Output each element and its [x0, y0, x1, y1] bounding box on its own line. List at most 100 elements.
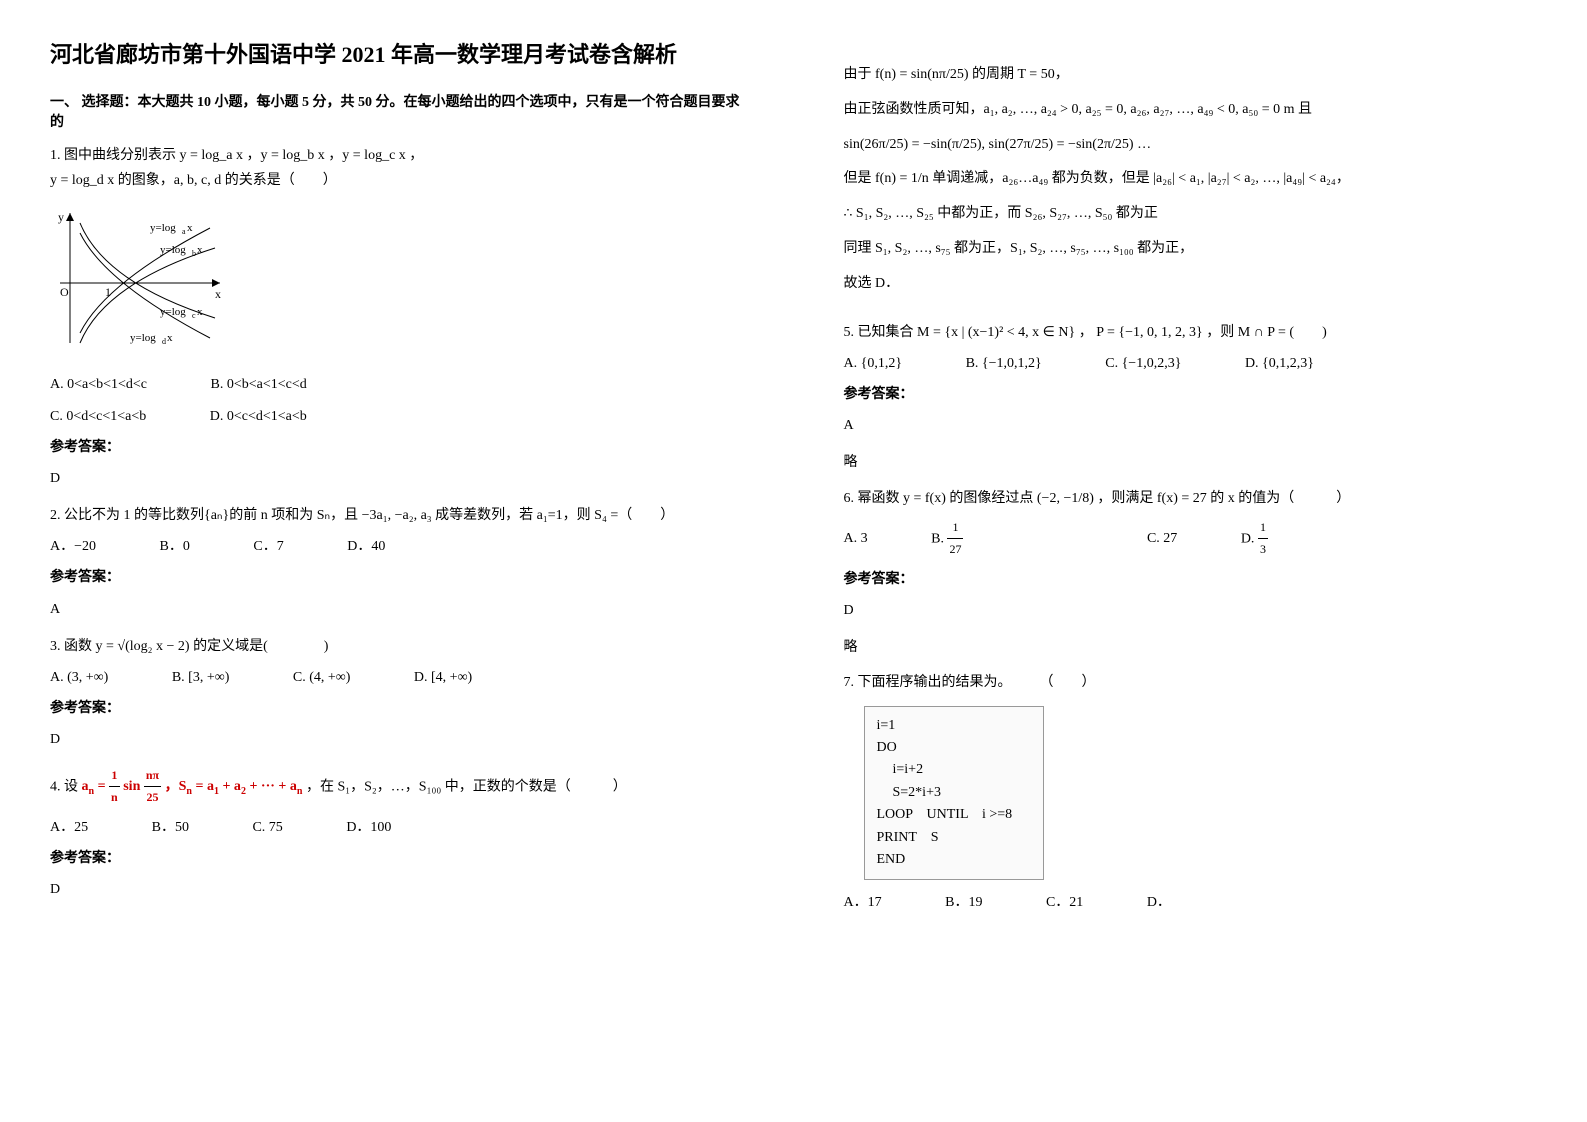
q5-optA: A. {0,1,2} [844, 351, 903, 376]
question-5: 5. 已知集合 M = {x | (x−1)² < 4, x ∈ N} ， P … [844, 320, 1538, 476]
q5-optB: B. {−1,0,1,2} [966, 351, 1042, 376]
svg-text:x: x [197, 244, 203, 256]
svg-text:y: y [58, 210, 64, 224]
sol4-line2: 由正弦函数性质可知，a₁, a₂, …, a₂₄ > 0, a₂₅ = 0, a… [844, 95, 1538, 126]
q4-formula: an = 1n sin nπ25 ，Sn = a1 + a2 + ··· + a… [82, 779, 306, 794]
q3-optA: A. (3, +∞) [50, 665, 108, 690]
code-l3: i=i+2 [877, 759, 1031, 781]
section-heading: 一、 选择题：本大题共 10 小题，每小题 5 分，共 50 分。在每小题给出的… [50, 91, 744, 131]
q3-optC: C. (4, +∞) [293, 665, 351, 690]
svg-text:a: a [182, 227, 186, 236]
exam-title: 河北省廊坊市第十外国语中学 2021 年高一数学理月考试卷含解析 [50, 40, 744, 71]
q2-answer: A [50, 597, 744, 622]
q7-stem: 7. 下面程序输出的结果为。 （ ） [844, 670, 1538, 695]
question-7: 7. 下面程序输出的结果为。 （ ） i=1 DO i=i+2 S=2*i+3 … [844, 670, 1538, 915]
q7-optC: C．21 [1046, 890, 1083, 915]
question-6: 6. 幂函数 y = f(x) 的图像经过点 (−2, −1/8) ，则满足 f… [844, 486, 1538, 661]
code-l2: DO [877, 737, 1031, 759]
svg-text:y=log: y=log [160, 306, 186, 318]
q7-options: A．17 B．19 C．21 D． [844, 890, 1538, 915]
q2-optB: B．0 [160, 534, 190, 559]
q5-optC: C. {−1,0,2,3} [1105, 351, 1181, 376]
svg-text:x: x [167, 332, 173, 344]
q4-answer-label: 参考答案： [50, 846, 744, 871]
q6-optA: A. 3 [844, 526, 868, 551]
q3-answer-label: 参考答案： [50, 696, 744, 721]
code-l4: S=2*i+3 [877, 782, 1031, 804]
q1-stem: 1. 图中曲线分别表示 y = log_a x ，y = log_b x ，y … [50, 143, 744, 168]
q4-stem: 4. 设 an = 1n sin nπ25 ，Sn = a1 + a2 + ··… [50, 765, 744, 809]
q6-answer: D [844, 598, 1538, 623]
q6-extra: 略 [844, 635, 1538, 660]
q2-options: A．−20 B．0 C．7 D．40 [50, 534, 744, 559]
question-3: 3. 函数 y = √(log₂ x − 2) 的定义域是( ) A. (3, … [50, 634, 744, 753]
q1-optD: D. 0<c<d<1<a<b [210, 404, 307, 429]
q2-stem: 2. 公比不为 1 的等比数列{aₙ}的前 n 项和为 Sₙ，且 −3a₁, −… [50, 503, 744, 528]
q7-code-box: i=1 DO i=i+2 S=2*i+3 LOOP UNTIL i >=8 PR… [864, 706, 1044, 881]
q2-optA: A．−20 [50, 534, 96, 559]
q5-options: A. {0,1,2} B. {−1,0,1,2} C. {−1,0,2,3} D… [844, 351, 1538, 376]
sol4-line6: 同理 S₁, S₂, …, s₇₅ 都为正，S₁, S₂, …, s₇₅, …,… [844, 234, 1538, 265]
q5-stem: 5. 已知集合 M = {x | (x−1)² < 4, x ∈ N} ， P … [844, 320, 1538, 345]
q6-answer-label: 参考答案： [844, 567, 1538, 592]
svg-text:y=log: y=log [160, 244, 186, 256]
q1-optC: C. 0<d<c<1<a<b [50, 404, 146, 429]
q3-optD: D. [4, +∞) [414, 665, 472, 690]
svg-text:y=log: y=log [150, 222, 176, 234]
question-1: 1. 图中曲线分别表示 y = log_a x ，y = log_b x ，y … [50, 143, 744, 491]
svg-text:O: O [60, 285, 69, 299]
q4-answer: D [50, 877, 744, 902]
q4-optA: A．25 [50, 815, 88, 840]
svg-text:c: c [192, 311, 196, 320]
q1-answer: D [50, 466, 744, 491]
q1-stem2: y = log_d x 的图象，a, b, c, d 的关系是（ ） [50, 168, 744, 193]
question-4: 4. 设 an = 1n sin nπ25 ，Sn = a1 + a2 + ··… [50, 765, 744, 903]
sol4-line7: 故选 D． [844, 269, 1538, 300]
code-l7: END [877, 849, 1031, 871]
q7-optD: D． [1147, 890, 1171, 915]
sol4-line1: 由于 f(n) = sin(nπ/25) 的周期 T = 50， [844, 60, 1538, 91]
q2-answer-label: 参考答案： [50, 565, 744, 590]
sol4-line4: 但是 f(n) = 1/n 单调递减，a₂₆…a₄₉ 都为负数，但是 |a₂₆|… [844, 164, 1538, 195]
q3-options: A. (3, +∞) B. [3, +∞) C. (4, +∞) D. [4, … [50, 665, 744, 690]
q1-optB: B. 0<b<a<1<c<d [211, 372, 307, 397]
svg-text:x: x [197, 306, 203, 318]
svg-text:x: x [215, 287, 221, 301]
q5-answer-label: 参考答案： [844, 382, 1538, 407]
q1-graph: y x O 1 y=logax y=logbx y=logcx y=logdx [50, 203, 744, 362]
q4-optC: C. 75 [252, 815, 282, 840]
code-l5: LOOP UNTIL i >=8 [877, 804, 1031, 826]
svg-text:x: x [187, 222, 193, 234]
q5-extra: 略 [844, 450, 1538, 475]
q2-optD: D．40 [347, 534, 385, 559]
svg-text:y=log: y=log [130, 332, 156, 344]
q5-answer: A [844, 413, 1538, 438]
q1-options-2: C. 0<d<c<1<a<b D. 0<c<d<1<a<b [50, 404, 744, 429]
q1-options: A. 0<a<b<1<d<c B. 0<b<a<1<c<d [50, 372, 744, 397]
q4-solution: 由于 f(n) = sin(nπ/25) 的周期 T = 50， 由正弦函数性质… [844, 60, 1538, 300]
q6-optB: B. 127 [931, 517, 1083, 561]
right-column: 由于 f(n) = sin(nπ/25) 的周期 T = 50， 由正弦函数性质… [794, 0, 1587, 1122]
q1-answer-label: 参考答案： [50, 435, 744, 460]
q3-answer: D [50, 727, 744, 752]
q4-optD: D．100 [346, 815, 391, 840]
q6-optC: C. 27 [1147, 526, 1177, 551]
q2-optC: C．7 [253, 534, 283, 559]
q6-optD: D. 13 [1241, 517, 1388, 561]
q3-stem: 3. 函数 y = √(log₂ x − 2) 的定义域是( ) [50, 634, 744, 659]
sol4-line3: sin(26π/25) = −sin(π/25), sin(27π/25) = … [844, 130, 1538, 161]
sol4-line5: ∴ S₁, S₂, …, S₂₅ 中都为正，而 S₂₆, S₂₇, …, S₅₀… [844, 199, 1538, 230]
q7-optB: B．19 [945, 890, 982, 915]
q6-options: A. 3 B. 127 C. 27 D. 13 [844, 517, 1538, 561]
q3-optB: B. [3, +∞) [172, 665, 230, 690]
q4-optB: B．50 [152, 815, 189, 840]
svg-text:d: d [162, 337, 166, 346]
q1-optA: A. 0<a<b<1<d<c [50, 372, 147, 397]
q7-optA: A．17 [844, 890, 882, 915]
code-l6: PRINT S [877, 827, 1031, 849]
q6-stem: 6. 幂函数 y = f(x) 的图像经过点 (−2, −1/8) ，则满足 f… [844, 486, 1538, 511]
question-2: 2. 公比不为 1 的等比数列{aₙ}的前 n 项和为 Sₙ，且 −3a₁, −… [50, 503, 744, 622]
svg-text:b: b [192, 249, 196, 258]
left-column: 河北省廊坊市第十外国语中学 2021 年高一数学理月考试卷含解析 一、 选择题：… [0, 0, 794, 1122]
q5-optD: D. {0,1,2,3} [1245, 351, 1314, 376]
